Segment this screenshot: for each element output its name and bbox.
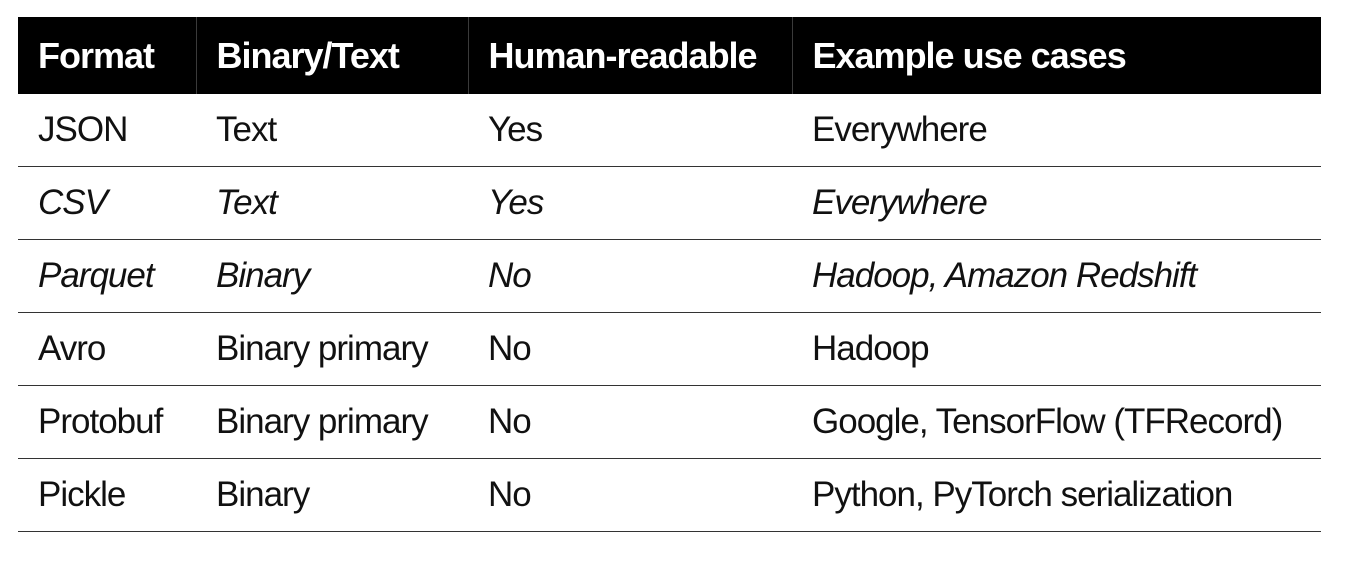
table-row: Protobuf Binary primary No Google, Tenso… — [18, 385, 1321, 459]
cell-format: Avro — [18, 312, 196, 386]
cell-use-cases: Everywhere — [792, 94, 1321, 167]
data-formats-table: Format Binary/Text Human-readable Exampl… — [18, 17, 1321, 532]
cell-format: Parquet — [18, 239, 196, 313]
cell-format: Pickle — [18, 458, 196, 532]
cell-format: JSON — [18, 94, 196, 167]
header-format: Format — [18, 17, 196, 94]
table-row: JSON Text Yes Everywhere — [18, 94, 1321, 167]
table-header: Format Binary/Text Human-readable Exampl… — [18, 17, 1321, 94]
cell-human-readable: No — [468, 385, 792, 459]
cell-binary-text: Binary primary — [196, 385, 468, 459]
table-row: CSV Text Yes Everywhere — [18, 166, 1321, 240]
cell-human-readable: No — [468, 312, 792, 386]
cell-use-cases: Hadoop — [792, 312, 1321, 386]
cell-binary-text: Binary — [196, 458, 468, 532]
cell-use-cases: Everywhere — [792, 166, 1321, 240]
header-row: Format Binary/Text Human-readable Exampl… — [18, 17, 1321, 94]
header-human-readable: Human-readable — [467, 17, 792, 94]
table-row: Parquet Binary No Hadoop, Amazon Redshif… — [18, 239, 1321, 313]
cell-format: Protobuf — [18, 385, 196, 459]
cell-human-readable: Yes — [468, 94, 792, 167]
cell-binary-text: Binary primary — [196, 312, 468, 386]
table-row: Pickle Binary No Python, PyTorch seriali… — [18, 458, 1321, 532]
data-formats-table-container: Format Binary/Text Human-readable Exampl… — [18, 17, 1321, 532]
cell-use-cases: Hadoop, Amazon Redshift — [792, 239, 1321, 313]
header-binary-text: Binary/Text — [195, 17, 468, 94]
cell-binary-text: Text — [196, 94, 468, 167]
table-body: JSON Text Yes Everywhere CSV Text Yes Ev… — [18, 94, 1321, 532]
cell-use-cases: Python, PyTorch serialization — [792, 458, 1321, 532]
cell-human-readable: Yes — [468, 166, 792, 240]
cell-human-readable: No — [468, 239, 792, 313]
cell-format: CSV — [18, 166, 196, 240]
cell-binary-text: Binary — [196, 239, 468, 313]
table-row: Avro Binary primary No Hadoop — [18, 312, 1321, 386]
cell-human-readable: No — [468, 458, 792, 532]
cell-binary-text: Text — [196, 166, 468, 240]
cell-use-cases: Google, TensorFlow (TFRecord) — [792, 385, 1321, 459]
header-example-use-cases: Example use cases — [791, 17, 1321, 94]
